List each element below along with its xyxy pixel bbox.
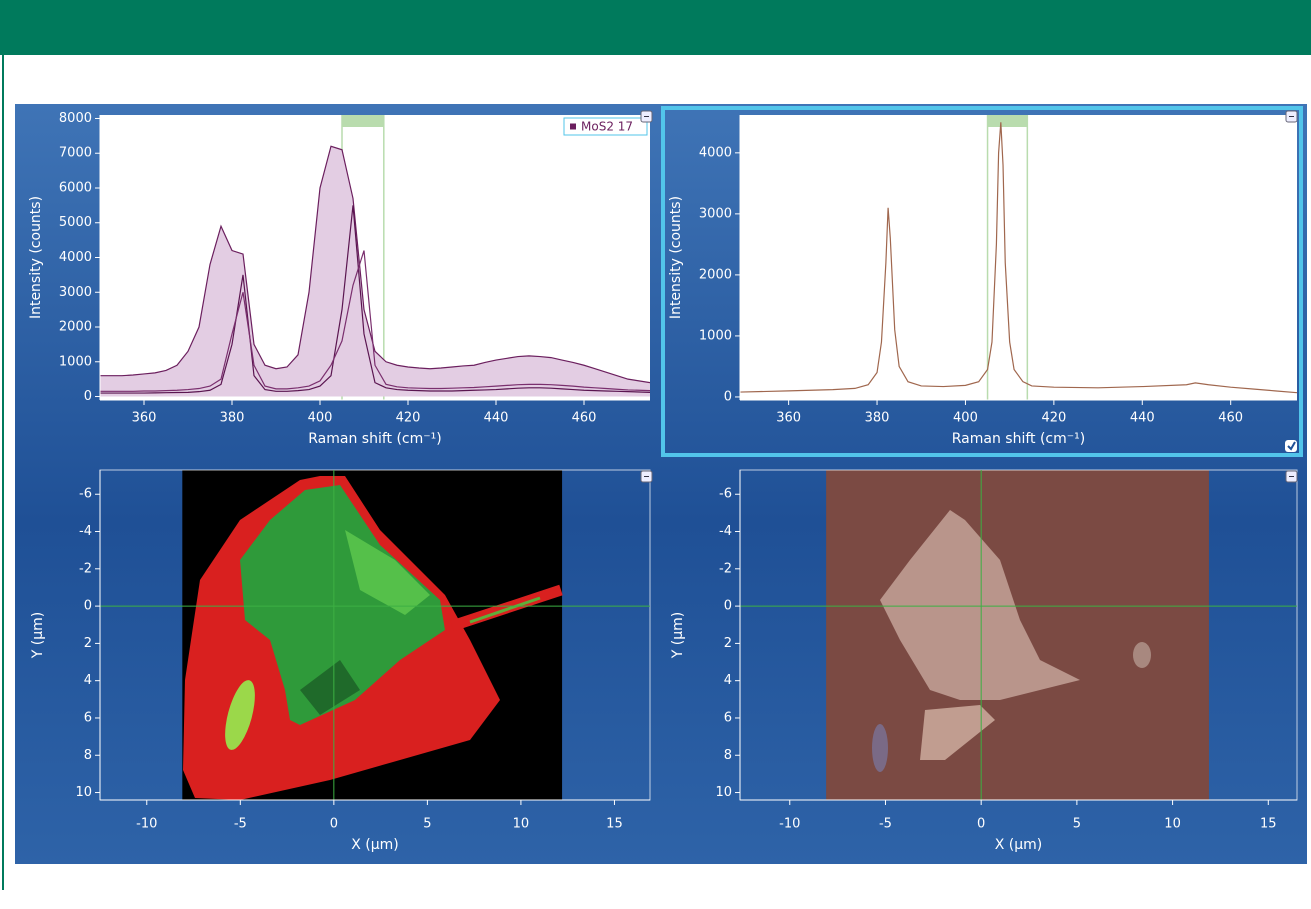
x-tick-label: 5 bbox=[423, 817, 431, 832]
y-tick-label: 1000 bbox=[59, 354, 92, 369]
x-tick-label: 380 bbox=[220, 411, 245, 426]
y-tick-label: 2 bbox=[84, 636, 92, 651]
y-tick-label: 4000 bbox=[699, 145, 732, 160]
y-tick-label: 4 bbox=[724, 673, 732, 688]
plot-area bbox=[740, 115, 1297, 400]
panel-button[interactable] bbox=[1286, 471, 1297, 482]
y-tick-label: -6 bbox=[719, 487, 732, 502]
panel-button[interactable] bbox=[641, 111, 652, 122]
y-tick-label: 3000 bbox=[59, 285, 92, 300]
y-tick-label: 3000 bbox=[699, 206, 732, 221]
y-tick-label: 2 bbox=[724, 636, 732, 651]
x-tick-label: 440 bbox=[484, 411, 509, 426]
y-tick-label: 0 bbox=[84, 389, 92, 404]
highlight-band bbox=[988, 115, 1028, 127]
x-tick-label: -5 bbox=[234, 817, 247, 832]
y-tick-label: 0 bbox=[84, 599, 92, 614]
x-tick-label: 10 bbox=[1164, 817, 1181, 832]
legend-label: MoS2 17 bbox=[581, 120, 633, 134]
y-tick-label: 0 bbox=[724, 389, 732, 404]
x-tick-label: 0 bbox=[330, 817, 338, 832]
flake bbox=[1133, 642, 1151, 668]
x-tick-label: -5 bbox=[879, 817, 892, 832]
panel-button[interactable] bbox=[641, 471, 652, 482]
x-tick-label: 420 bbox=[1041, 411, 1066, 426]
x-tick-label: 15 bbox=[1260, 817, 1277, 832]
y-tick-label: 2000 bbox=[699, 267, 732, 282]
y-tick-label: -2 bbox=[719, 561, 732, 576]
x-tick-label: 460 bbox=[1218, 411, 1243, 426]
panel-checkbox[interactable] bbox=[1285, 440, 1297, 452]
y-tick-label: 4000 bbox=[59, 250, 92, 265]
x-axis-label: X (µm) bbox=[995, 837, 1043, 853]
y-axis-label: Intensity (counts) bbox=[668, 196, 684, 319]
y-tick-label: 6 bbox=[84, 710, 92, 725]
y-tick-label: -4 bbox=[719, 524, 732, 539]
x-tick-label: 460 bbox=[572, 411, 597, 426]
x-tick-label: 420 bbox=[396, 411, 421, 426]
legend-marker bbox=[570, 124, 576, 130]
y-axis-label: Intensity (counts) bbox=[28, 196, 44, 319]
y-tick-label: -2 bbox=[79, 561, 92, 576]
x-tick-label: 0 bbox=[977, 817, 985, 832]
y-tick-label: -6 bbox=[79, 487, 92, 502]
y-axis-label: Y (µm) bbox=[670, 612, 686, 659]
y-tick-label: 2000 bbox=[59, 320, 92, 335]
panel-button[interactable] bbox=[1286, 111, 1297, 122]
x-tick-label: -10 bbox=[779, 817, 800, 832]
y-tick-label: 0 bbox=[724, 599, 732, 614]
x-tick-label: 400 bbox=[308, 411, 333, 426]
x-axis-label: Raman shift (cm⁻¹) bbox=[308, 431, 441, 447]
y-tick-label: 10 bbox=[75, 785, 92, 800]
y-tick-label: 8 bbox=[84, 748, 92, 763]
y-tick-label: 4 bbox=[84, 673, 92, 688]
y-tick-label: 8 bbox=[724, 748, 732, 763]
x-tick-label: 5 bbox=[1073, 817, 1081, 832]
screen: 3603804004204404600100020003000400050006… bbox=[0, 0, 1311, 909]
header-bar bbox=[0, 0, 1311, 55]
y-tick-label: 8000 bbox=[59, 111, 92, 126]
y-tick-label: 6000 bbox=[59, 180, 92, 195]
y-axis-label: Y (µm) bbox=[30, 612, 46, 659]
x-tick-label: 440 bbox=[1130, 411, 1155, 426]
flake bbox=[872, 724, 888, 772]
y-tick-label: -4 bbox=[79, 524, 92, 539]
x-tick-label: 360 bbox=[132, 411, 157, 426]
side-rule bbox=[2, 55, 4, 890]
y-tick-label: 7000 bbox=[59, 146, 92, 161]
x-axis-label: Raman shift (cm⁻¹) bbox=[952, 431, 1085, 447]
highlight-band bbox=[342, 115, 384, 127]
x-tick-label: 380 bbox=[865, 411, 890, 426]
x-axis-label: X (µm) bbox=[351, 837, 399, 853]
y-tick-label: 10 bbox=[715, 785, 732, 800]
x-tick-label: -10 bbox=[136, 817, 157, 832]
x-tick-label: 10 bbox=[513, 817, 530, 832]
y-tick-label: 1000 bbox=[699, 328, 732, 343]
x-tick-label: 360 bbox=[776, 411, 801, 426]
y-tick-label: 6 bbox=[724, 710, 732, 725]
y-tick-label: 5000 bbox=[59, 215, 92, 230]
x-tick-label: 15 bbox=[606, 817, 623, 832]
x-tick-label: 400 bbox=[953, 411, 978, 426]
